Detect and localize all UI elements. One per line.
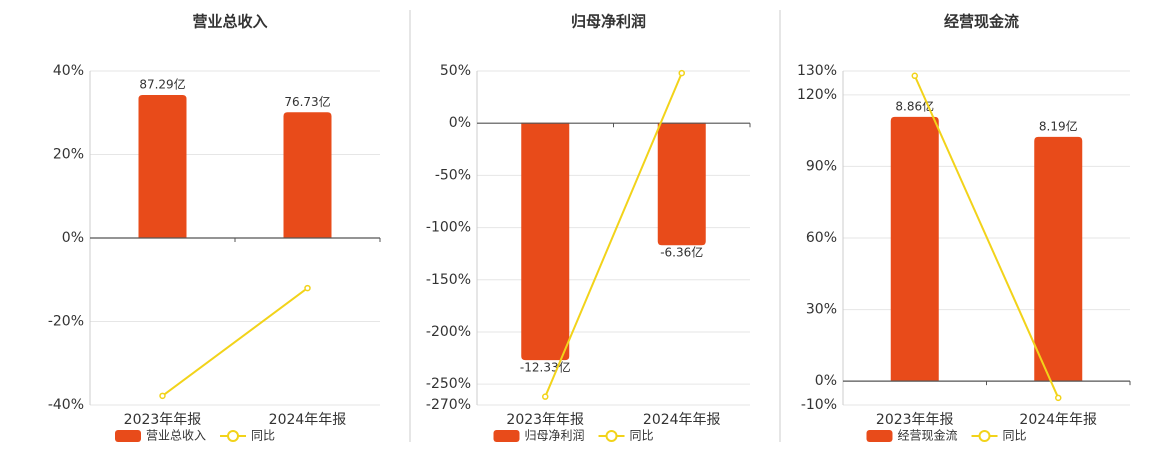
data-label: 87.29亿 [139, 76, 185, 91]
bar [521, 122, 570, 361]
chart-title: 营业总收入 [192, 13, 267, 31]
bar [1034, 136, 1083, 382]
data-label: -6.36亿 [660, 245, 703, 260]
line-point [542, 393, 549, 400]
y-tick-label: 30% [806, 302, 837, 318]
y-tick-label: 0% [815, 373, 837, 389]
legend-label: 归母净利润 [525, 429, 585, 443]
chart-title: 归母净利润 [571, 13, 646, 31]
data-label: -12.33亿 [520, 360, 571, 375]
x-tick-label: 2024年年报 [643, 412, 721, 428]
y-tick-label: -270% [426, 397, 471, 413]
legend-label: 营业总收入 [146, 429, 206, 443]
bar [283, 112, 332, 238]
legend-label: 同比 [630, 429, 654, 443]
legend-label: 同比 [251, 429, 275, 443]
data-label: 8.86亿 [895, 98, 934, 113]
x-tick-label: 2023年年报 [124, 412, 202, 428]
line-point [1055, 394, 1062, 402]
legend-label: 经营现金流 [898, 428, 958, 443]
line-point [678, 69, 685, 77]
y-tick-label: 0% [62, 230, 84, 246]
y-tick-label: -250% [426, 376, 471, 392]
y-tick-label: 120% [797, 87, 837, 103]
y-tick-label: 130% [797, 63, 837, 79]
legend-swatch [866, 430, 893, 442]
data-label: 76.73亿 [284, 94, 330, 109]
bar [657, 122, 706, 246]
x-tick-label: 2024年年报 [269, 412, 347, 428]
y-tick-label: -100% [426, 220, 471, 236]
line-point [304, 284, 311, 292]
y-tick-label: 90% [806, 158, 837, 174]
data-label: 8.19亿 [1039, 118, 1078, 133]
x-tick-label: 2023年年报 [876, 412, 954, 428]
y-tick-label: 60% [806, 230, 837, 246]
legend-swatch [227, 430, 240, 442]
y-tick-label: -200% [426, 324, 471, 340]
y-tick-label: -40% [48, 397, 84, 413]
bar [890, 116, 939, 382]
line-point [911, 72, 918, 80]
legend-swatch [978, 430, 991, 442]
y-tick-label: -50% [435, 167, 471, 183]
legend-label: 同比 [1003, 429, 1027, 443]
legend-swatch [493, 430, 520, 442]
y-tick-label: -20% [48, 314, 84, 330]
bar [138, 94, 187, 238]
line [544, 72, 683, 398]
y-tick-label: -10% [801, 397, 837, 413]
y-tick-label: -150% [426, 272, 471, 288]
line-point [159, 392, 166, 400]
x-tick-label: 2024年年报 [1019, 412, 1097, 428]
y-tick-label: 20% [53, 147, 84, 163]
x-tick-label: 2023年年报 [506, 412, 584, 428]
y-tick-label: 50% [440, 63, 471, 79]
chart-title: 经营现金流 [944, 13, 1019, 31]
y-tick-label: 0% [449, 115, 471, 131]
line [161, 287, 309, 397]
legend-swatch [605, 430, 618, 442]
legend-swatch [115, 430, 141, 442]
y-tick-label: 40% [53, 63, 84, 79]
line [913, 75, 1060, 399]
